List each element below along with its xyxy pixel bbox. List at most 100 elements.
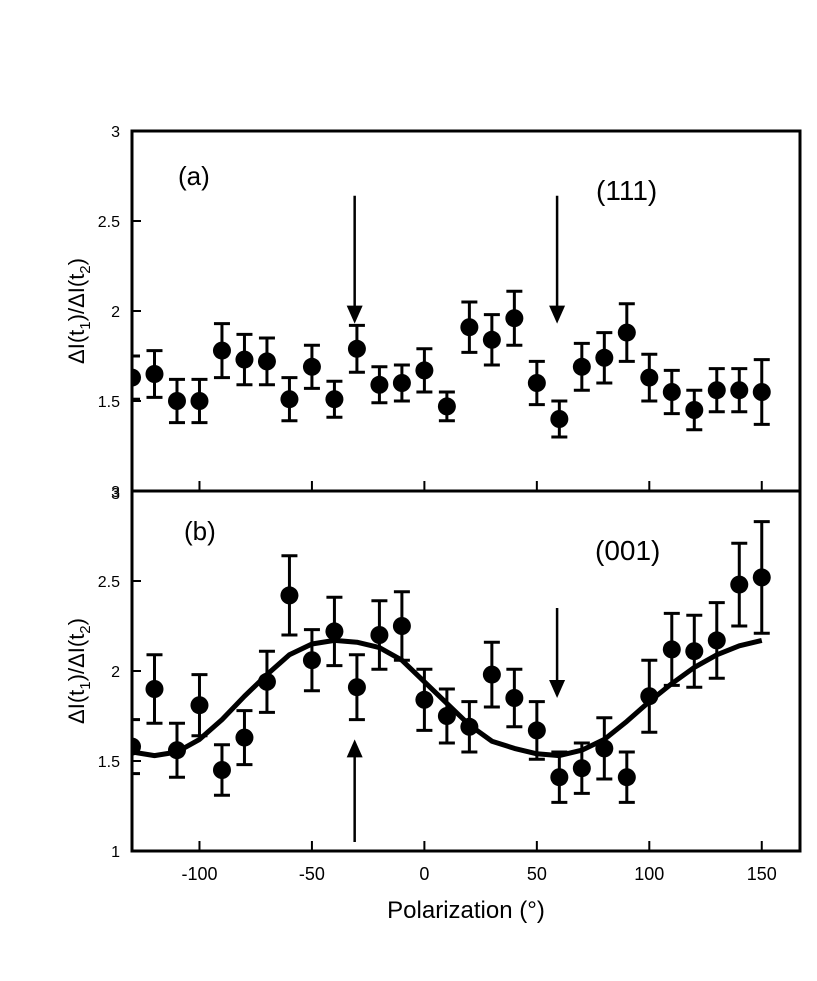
- data-point-group: [325, 379, 344, 419]
- data-point: [190, 392, 209, 410]
- y-tick-label-a: 2: [111, 304, 120, 321]
- data-point-group: [190, 377, 209, 425]
- data-point: [640, 687, 659, 706]
- x-tick-label: -100: [181, 864, 217, 884]
- data-point-group: [257, 649, 276, 714]
- data-point-group: [212, 743, 231, 797]
- data-point: [730, 575, 749, 594]
- panel-b-annotation: (001): [595, 535, 660, 566]
- panel-a-label: (a): [178, 161, 210, 191]
- data-point: [302, 651, 321, 670]
- y-tick-label-b: 2: [111, 664, 120, 681]
- data-point: [132, 368, 141, 387]
- panel-a-frame: [130, 129, 802, 493]
- data-point-group: [437, 687, 456, 745]
- data-point: [572, 357, 591, 376]
- data-point-group: [280, 554, 299, 637]
- data-point: [415, 690, 434, 709]
- panel-b-plot: 1 1.5 2 2.5 3 -100 -50 0 50 100 150 (b) (001) ΔI(t…: [64, 484, 777, 924]
- data-point: [212, 341, 231, 360]
- data-point-group: [437, 390, 456, 423]
- data-point-group: [482, 640, 501, 709]
- data-point: [302, 357, 321, 376]
- data-point-group: [640, 658, 659, 734]
- data-point: [730, 381, 749, 400]
- data-point-group: [505, 667, 524, 729]
- data-point-group: [302, 628, 321, 693]
- data-point: [347, 678, 366, 697]
- panel-b-frame: [130, 489, 802, 853]
- data-point: [640, 368, 659, 387]
- data-point-group: [190, 673, 209, 738]
- panel-a-ylabel: ΔI(t1)/ΔI(t2): [64, 258, 94, 364]
- data-point-group: [212, 322, 231, 380]
- data-point-group: [370, 365, 389, 405]
- data-point: [505, 689, 524, 707]
- data-point: [325, 390, 344, 409]
- arrow-head: [346, 305, 363, 324]
- data-point-group: [347, 653, 366, 722]
- data-point-group: [685, 613, 704, 689]
- panel-a-plot: 1.5 2 2.5 3 (a) (111) 3 ΔI(t1)/ΔI(t2): [64, 124, 771, 503]
- data-point: [527, 374, 546, 392]
- x-tick-label: -50: [299, 864, 325, 884]
- data-point: [437, 707, 456, 725]
- panel-b-label: (b): [184, 516, 216, 546]
- y-tick-label-b: 1: [111, 844, 120, 861]
- data-point: [190, 696, 209, 715]
- data-point: [685, 401, 704, 419]
- data-point: [392, 617, 411, 635]
- data-point: [550, 410, 569, 428]
- x-tick-label: 100: [634, 864, 664, 884]
- data-point: [280, 390, 299, 409]
- data-point-group: [392, 363, 411, 403]
- data-point-group: [617, 750, 636, 804]
- data-point: [212, 761, 231, 779]
- data-point: [595, 739, 614, 758]
- data-point: [370, 375, 389, 394]
- data-point: [617, 768, 636, 787]
- x-tick-label: 50: [527, 864, 547, 884]
- data-point: [437, 397, 456, 416]
- data-point-group: [370, 599, 389, 671]
- data-point-group: [527, 700, 546, 761]
- data-point: [752, 568, 771, 587]
- arrow-down: [346, 195, 363, 324]
- data-point-group: [730, 541, 749, 628]
- data-point: [167, 741, 186, 760]
- data-point-group: [460, 700, 479, 754]
- data-point: [752, 383, 771, 401]
- arrow-down: [549, 195, 566, 324]
- data-point: [145, 680, 164, 698]
- data-point: [707, 381, 726, 400]
- data-point-group: [167, 721, 186, 779]
- data-point-group: [707, 601, 726, 680]
- data-point-group: [325, 595, 344, 668]
- arrow-up: [346, 739, 363, 842]
- y-tick-label-a: 3: [111, 124, 120, 141]
- data-point: [572, 759, 591, 778]
- arrow-head: [549, 305, 566, 324]
- data-point-group: [302, 343, 321, 390]
- data-point-group: [550, 399, 569, 439]
- data-point: [685, 642, 704, 661]
- data-point-group: [280, 376, 299, 423]
- data-point-group: [662, 368, 681, 416]
- data-point: [415, 361, 434, 380]
- data-point-group: [132, 354, 141, 401]
- y-tick-label-a: 1.5: [98, 394, 120, 411]
- data-point-group: [640, 352, 659, 403]
- data-point: [482, 330, 501, 349]
- data-point-group: [145, 349, 164, 399]
- panel-b-ylabel: ΔI(t1)/ΔI(t2): [64, 618, 94, 724]
- data-point-group: [527, 359, 546, 407]
- data-point: [662, 640, 681, 659]
- arrow-head: [346, 739, 363, 758]
- data-point: [550, 768, 569, 787]
- data-point: [145, 365, 164, 383]
- data-point-group: [235, 709, 254, 767]
- data-point-group: [145, 653, 164, 725]
- data-point: [617, 323, 636, 342]
- y-tick-label-a: 2.5: [98, 214, 120, 231]
